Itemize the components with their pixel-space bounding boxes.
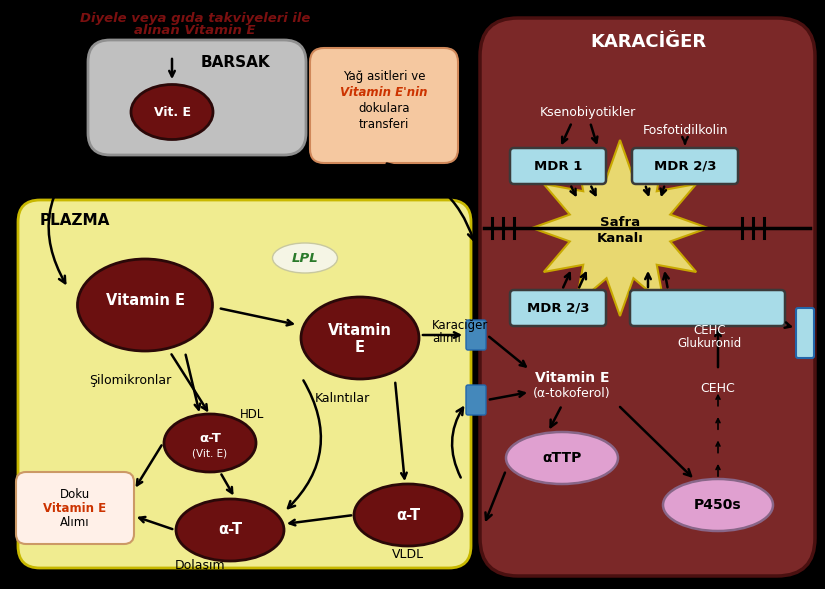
Text: (α-tokoferol): (α-tokoferol)	[533, 386, 610, 399]
Text: Vitamin: Vitamin	[328, 323, 392, 337]
Text: Glukuronid: Glukuronid	[678, 336, 742, 349]
Text: Vit. E: Vit. E	[153, 105, 191, 118]
FancyBboxPatch shape	[88, 40, 306, 155]
Ellipse shape	[78, 259, 213, 351]
Text: (Vit. E): (Vit. E)	[192, 448, 228, 458]
Text: αTTP: αTTP	[542, 451, 582, 465]
FancyBboxPatch shape	[466, 320, 486, 350]
Text: alımı: alımı	[432, 332, 461, 345]
Text: Karaciğer: Karaciğer	[432, 319, 488, 332]
FancyBboxPatch shape	[18, 200, 471, 568]
Text: Alımı: Alımı	[60, 515, 90, 528]
Text: Diyele veya gıda takviyeleri ile: Diyele veya gıda takviyeleri ile	[80, 12, 310, 25]
Text: LPL: LPL	[291, 252, 318, 264]
Text: CEHC: CEHC	[700, 382, 735, 395]
FancyBboxPatch shape	[632, 148, 738, 184]
Text: KARACİĞER: KARACİĞER	[590, 33, 706, 51]
Ellipse shape	[272, 243, 337, 273]
Text: α-T: α-T	[199, 432, 221, 445]
Text: Vitamin E: Vitamin E	[106, 293, 185, 307]
Text: MDR 2/3: MDR 2/3	[653, 160, 716, 173]
Text: Safra: Safra	[600, 216, 640, 229]
Text: Fosfotidilkolin: Fosfotidilkolin	[642, 124, 728, 137]
Text: VLDL: VLDL	[392, 548, 424, 561]
Text: Doku: Doku	[60, 488, 90, 501]
Ellipse shape	[301, 297, 419, 379]
Text: Şilomikronlar: Şilomikronlar	[89, 373, 171, 386]
Text: transferi: transferi	[359, 117, 409, 131]
Text: alınan Vitamin E: alınan Vitamin E	[134, 24, 256, 37]
FancyBboxPatch shape	[510, 148, 606, 184]
FancyBboxPatch shape	[466, 385, 486, 415]
FancyBboxPatch shape	[510, 290, 606, 326]
Text: BARSAK: BARSAK	[200, 55, 270, 70]
Text: E: E	[355, 339, 365, 355]
Ellipse shape	[663, 479, 773, 531]
Ellipse shape	[354, 484, 462, 546]
Text: α-T: α-T	[218, 522, 242, 538]
Text: Dolaşım: Dolaşım	[175, 558, 225, 571]
Text: Ksenobiyotikler: Ksenobiyotikler	[540, 105, 636, 118]
Text: Kanalı: Kanalı	[596, 231, 644, 244]
Text: Lipoproteinler: Lipoproteinler	[172, 571, 258, 584]
Ellipse shape	[176, 499, 284, 561]
Text: Vitamin E'nin: Vitamin E'nin	[340, 85, 427, 98]
Ellipse shape	[506, 432, 618, 484]
Text: P450s: P450s	[694, 498, 742, 512]
Text: dokulara: dokulara	[358, 101, 410, 114]
Ellipse shape	[131, 84, 213, 140]
Text: Vitamin E: Vitamin E	[44, 501, 106, 515]
FancyBboxPatch shape	[480, 18, 815, 576]
Text: MDR 1: MDR 1	[534, 160, 582, 173]
FancyBboxPatch shape	[16, 472, 134, 544]
Text: α-T: α-T	[396, 508, 420, 522]
FancyBboxPatch shape	[796, 308, 814, 358]
Text: HDL: HDL	[240, 409, 264, 422]
Text: Kalıntılar: Kalıntılar	[314, 392, 370, 405]
Text: Vitamin E: Vitamin E	[535, 371, 609, 385]
Text: PLAZMA: PLAZMA	[40, 213, 111, 227]
Polygon shape	[532, 140, 708, 316]
FancyBboxPatch shape	[310, 48, 458, 163]
Text: CEHC: CEHC	[694, 323, 726, 336]
Text: MDR 2/3: MDR 2/3	[526, 302, 589, 315]
Text: Yağ asitleri ve: Yağ asitleri ve	[342, 70, 425, 82]
FancyBboxPatch shape	[630, 290, 785, 326]
Ellipse shape	[164, 414, 256, 472]
